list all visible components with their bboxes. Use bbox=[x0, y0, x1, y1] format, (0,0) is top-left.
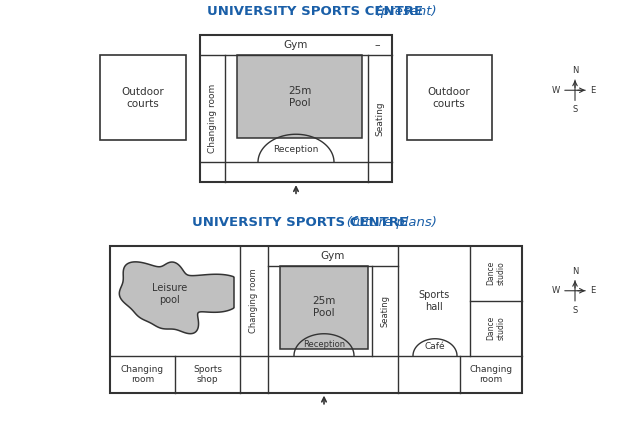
Text: Gym: Gym bbox=[284, 40, 308, 50]
Text: Gym: Gym bbox=[321, 251, 345, 261]
Text: Seating: Seating bbox=[376, 101, 385, 136]
Text: W: W bbox=[552, 286, 560, 295]
Polygon shape bbox=[119, 262, 234, 334]
Text: Sports
hall: Sports hall bbox=[419, 290, 450, 312]
Text: (future plans): (future plans) bbox=[164, 216, 436, 229]
Text: Changing room: Changing room bbox=[250, 269, 259, 333]
Text: Outdoor
courts: Outdoor courts bbox=[122, 88, 164, 109]
Text: S: S bbox=[572, 105, 578, 114]
Bar bbox=[200, 35, 392, 182]
Text: Reception: Reception bbox=[273, 145, 319, 154]
Text: Seating: Seating bbox=[381, 295, 390, 327]
Text: E: E bbox=[590, 286, 595, 295]
Text: 25m
Pool: 25m Pool bbox=[312, 296, 336, 318]
Text: W: W bbox=[552, 86, 560, 95]
Text: E: E bbox=[590, 86, 595, 95]
Text: Changing room: Changing room bbox=[208, 84, 217, 153]
Bar bbox=[100, 55, 186, 140]
Text: Leisure
pool: Leisure pool bbox=[152, 283, 188, 304]
Text: Café: Café bbox=[425, 342, 445, 351]
Bar bbox=[237, 55, 362, 138]
Text: N: N bbox=[572, 267, 578, 276]
Text: Changing
room: Changing room bbox=[121, 365, 164, 384]
Text: N: N bbox=[572, 66, 578, 75]
Text: Outdoor
courts: Outdoor courts bbox=[428, 88, 470, 109]
Text: UNIVERSITY SPORTS CENTRE: UNIVERSITY SPORTS CENTRE bbox=[192, 216, 408, 229]
Text: (present): (present) bbox=[193, 5, 437, 18]
Text: Reception: Reception bbox=[303, 340, 345, 349]
Bar bbox=[280, 266, 368, 349]
Text: S: S bbox=[572, 306, 578, 315]
Text: 25m
Pool: 25m Pool bbox=[288, 86, 311, 107]
Text: Sports
shop: Sports shop bbox=[193, 365, 222, 384]
Bar bbox=[110, 246, 522, 393]
Text: Changing
room: Changing room bbox=[469, 365, 513, 384]
Text: UNIVERSITY SPORTS CENTRE: UNIVERSITY SPORTS CENTRE bbox=[207, 5, 423, 18]
Bar bbox=[407, 55, 492, 140]
Text: Dance
studio: Dance studio bbox=[486, 316, 506, 340]
Text: –: – bbox=[374, 40, 380, 50]
Text: Dance
studio: Dance studio bbox=[486, 261, 506, 285]
